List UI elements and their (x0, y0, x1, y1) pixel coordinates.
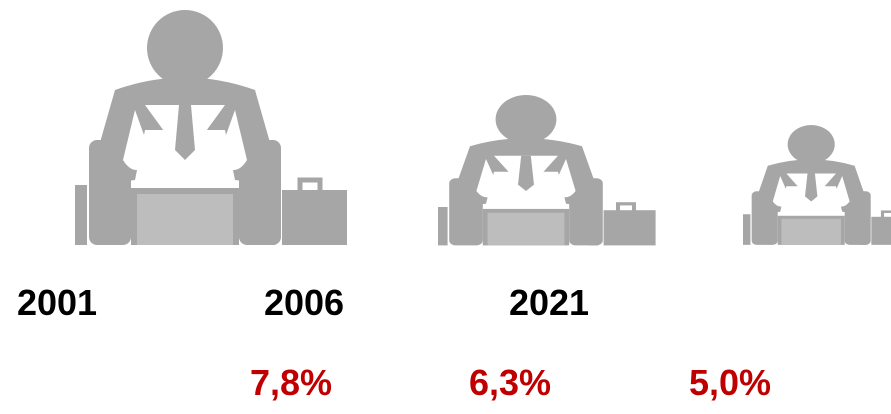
worker-icon-large (75, 10, 347, 245)
illustrations (0, 0, 891, 414)
worker-icon-medium (438, 95, 656, 245)
rate-label: 7,8% (250, 362, 332, 404)
rate-label: 5,0% (689, 362, 771, 404)
worker-icon-small (743, 125, 891, 245)
year-label: 2001 (17, 282, 97, 324)
infographic: 2001 2006 2021 7,8% 6,3% 5,0% (0, 0, 891, 414)
rate-label: 6,3% (469, 362, 551, 404)
year-label: 2021 (509, 282, 589, 324)
year-label: 2006 (264, 282, 344, 324)
